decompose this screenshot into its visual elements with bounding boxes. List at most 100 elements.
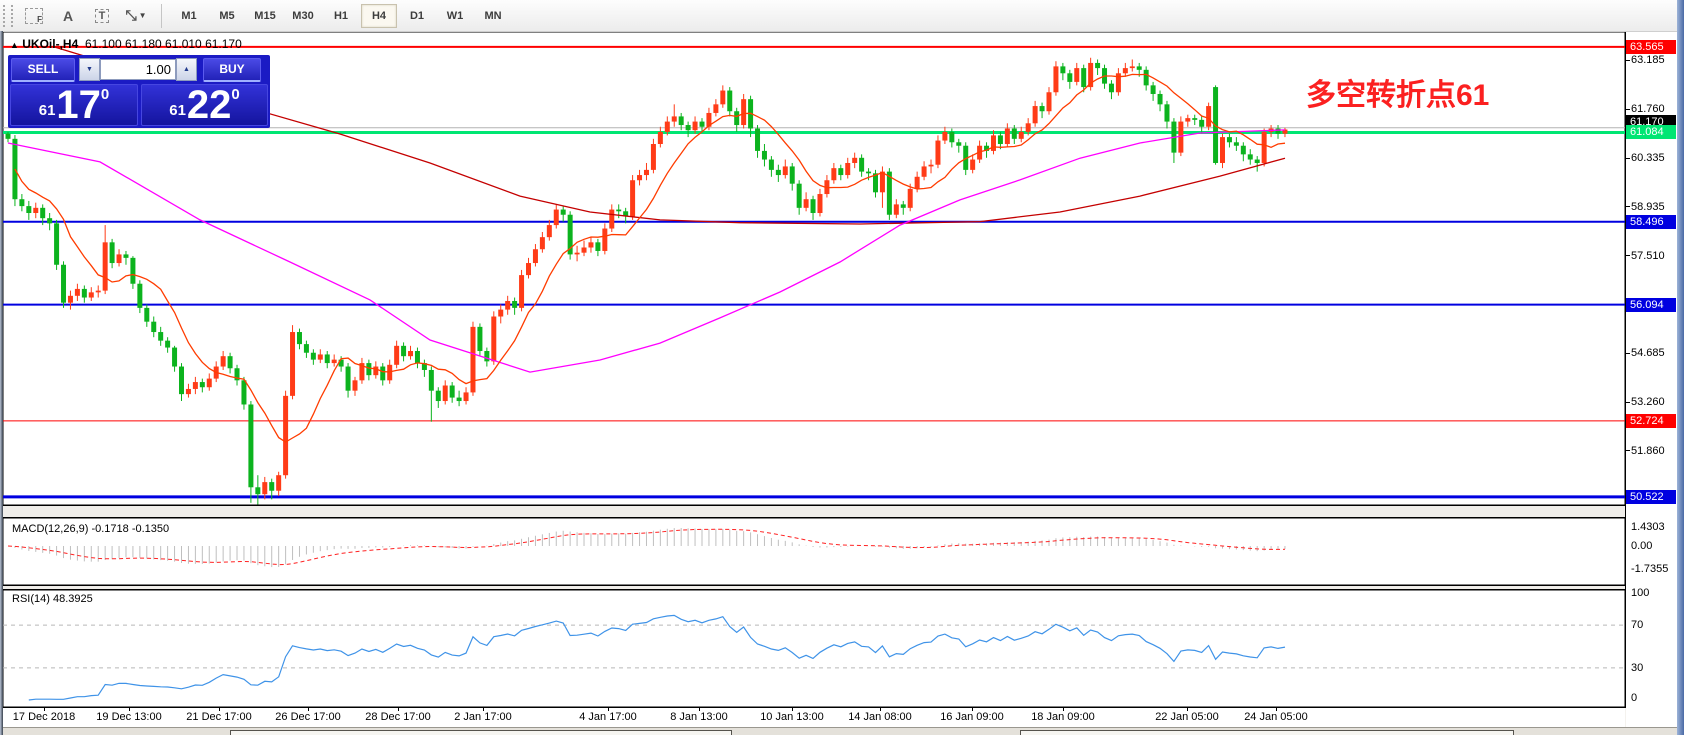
timeframe-button-d1[interactable]: D1 bbox=[409, 9, 425, 22]
price-flag-61.084: 61.084 bbox=[1626, 125, 1676, 140]
price-tick-label: 63.185 bbox=[1631, 54, 1665, 66]
sell-price-point: 0 bbox=[100, 86, 110, 103]
buy-price-pips: 22 bbox=[186, 83, 232, 127]
time-tick bbox=[608, 707, 609, 711]
price-tick bbox=[1626, 450, 1630, 452]
pane-separator[interactable] bbox=[3, 505, 1677, 506]
chart-title: ▲ UKOil-,H4 61.100 61.180 61.010 61.170 bbox=[10, 37, 242, 51]
draw-arrows-icon[interactable]: ⤡ ▼ bbox=[123, 4, 149, 28]
ma-mid-line bbox=[7, 129, 1286, 373]
chevron-down-icon: ▼ bbox=[138, 11, 147, 20]
window-right-edge[interactable] bbox=[1677, 0, 1684, 735]
chart-tab-1[interactable] bbox=[1020, 730, 1514, 735]
pane-separator[interactable] bbox=[3, 585, 1677, 586]
time-tick-label: 4 Jan 17:00 bbox=[579, 711, 637, 723]
toolbar: F A T ⤡ ▼ M1 M5 M15 M30 H1 H4 D1 W1 MN bbox=[0, 0, 1684, 32]
text-box-icon[interactable]: T bbox=[89, 4, 115, 28]
sell-price-display[interactable]: 61 17 0 bbox=[10, 84, 138, 126]
time-tick-label: 24 Jan 05:00 bbox=[1244, 711, 1308, 723]
buy-button[interactable]: BUY bbox=[203, 57, 261, 82]
macd-label: MACD(12,26,9) -0.1718 -0.1350 bbox=[12, 523, 170, 535]
time-tick bbox=[398, 707, 399, 711]
time-tick bbox=[880, 707, 881, 711]
price-flag-50.522: 50.522 bbox=[1626, 489, 1676, 504]
grid-f-glyph: F bbox=[25, 7, 43, 24]
time-tick bbox=[219, 707, 220, 711]
timeframe-button-m1[interactable]: M1 bbox=[181, 9, 197, 22]
rsi-axis-label: 0 bbox=[1631, 692, 1638, 704]
time-tick bbox=[129, 707, 130, 711]
time-tick-label: 21 Dec 17:00 bbox=[186, 711, 252, 723]
macd-signal-line bbox=[7, 528, 1286, 566]
timeframe-button-m30[interactable]: M30 bbox=[292, 9, 314, 22]
timeframe-button-h1[interactable]: H1 bbox=[333, 9, 349, 22]
rsi-axis-label: 30 bbox=[1631, 661, 1644, 674]
rsi-label: RSI(14) 48.3925 bbox=[12, 593, 93, 605]
collapse-arrow-icon[interactable]: ▲ bbox=[10, 40, 19, 50]
rsi-pane[interactable] bbox=[3, 590, 1625, 707]
indicator-grid-f-icon[interactable]: F bbox=[21, 4, 47, 28]
time-tick-label: 10 Jan 13:00 bbox=[760, 711, 824, 723]
timeframe-button-m15[interactable]: M15 bbox=[254, 9, 276, 22]
timeframe-button-h4[interactable]: H4 bbox=[361, 3, 397, 28]
toolbar-grip[interactable] bbox=[3, 4, 13, 27]
price-flag-61.170: 61.170 bbox=[1626, 114, 1676, 129]
macd-axis-label: 0.00 bbox=[1631, 540, 1653, 552]
buy-price-point: 0 bbox=[231, 86, 240, 103]
ohlc-values: 61.100 61.180 61.010 61.170 bbox=[84, 37, 242, 51]
time-tick bbox=[792, 707, 793, 711]
macd-axis-label: -1.7355 bbox=[1631, 563, 1669, 576]
macd-axis-label: 1.4303 bbox=[1631, 520, 1665, 533]
sell-price-pips: 17 bbox=[56, 83, 101, 127]
time-tick-label: 16 Jan 09:00 bbox=[940, 711, 1004, 723]
time-tick bbox=[972, 707, 973, 711]
time-tick bbox=[1063, 707, 1064, 711]
arrows-glyph: ⤡ bbox=[125, 7, 137, 23]
chart-text-annotation: 多空转折点61 bbox=[1306, 79, 1490, 112]
time-tick bbox=[1187, 707, 1188, 711]
sell-button[interactable]: SELL bbox=[11, 57, 75, 82]
price-tick bbox=[1626, 157, 1630, 159]
sell-price-whole: 61 bbox=[38, 102, 56, 119]
chart-bottom-border bbox=[3, 707, 1677, 708]
pane-gap bbox=[3, 506, 1625, 517]
window-left-edge bbox=[0, 31, 3, 735]
time-axis[interactable]: 17 Dec 2018 19 Dec 13:00 21 Dec 17:00 26 De… bbox=[3, 707, 1625, 727]
timeframe-button-m5[interactable]: M5 bbox=[219, 9, 235, 22]
time-tick bbox=[308, 707, 309, 711]
price-tick bbox=[1626, 401, 1630, 403]
price-tick bbox=[1626, 59, 1630, 61]
one-click-trading-panel: SELL ▼ ▲ BUY 61 17 0 61 22 0 bbox=[8, 55, 270, 128]
price-chart[interactable] bbox=[3, 32, 1625, 505]
chart-tab-0[interactable] bbox=[230, 730, 732, 735]
price-tick-label: 60.335 bbox=[1631, 152, 1665, 165]
volume-increase-button[interactable]: ▲ bbox=[176, 58, 197, 81]
rsi-axis-label: 100 bbox=[1631, 587, 1650, 599]
price-tick-label: 51.860 bbox=[1631, 444, 1665, 457]
text-label-icon[interactable]: A bbox=[55, 4, 81, 28]
time-tick-label: 2 Jan 17:00 bbox=[454, 711, 512, 723]
toolbar-separator bbox=[161, 3, 162, 28]
macd-pane[interactable] bbox=[3, 518, 1625, 585]
volume-decrease-button[interactable]: ▼ bbox=[79, 58, 100, 81]
buy-price-display[interactable]: 61 22 0 bbox=[141, 84, 268, 126]
buy-price-whole: 61 bbox=[169, 102, 186, 119]
timeframe-button-mn[interactable]: MN bbox=[484, 9, 502, 22]
price-axis[interactable] bbox=[1626, 32, 1677, 727]
price-tick-label: 57.510 bbox=[1631, 249, 1665, 262]
symbol-period: UKOil-,H4 bbox=[22, 37, 79, 51]
trade-panel-row: SELL ▼ ▲ BUY bbox=[8, 57, 270, 82]
volume-input[interactable] bbox=[100, 59, 176, 80]
price-flag-52.724: 52.724 bbox=[1626, 413, 1676, 428]
time-tick-label: 26 Dec 17:00 bbox=[275, 711, 341, 723]
price-flag-56.094: 56.094 bbox=[1626, 297, 1676, 312]
timeframe-button-w1[interactable]: W1 bbox=[446, 9, 464, 22]
pane-gap bbox=[3, 586, 1625, 589]
time-tick-label: 28 Dec 17:00 bbox=[365, 711, 431, 723]
ma-fast-line bbox=[14, 73, 1286, 443]
timeframe-bar: M1 M5 M15 M30 H1 H4 D1 W1 MN bbox=[170, 3, 512, 28]
price-tick-label: 61.760 bbox=[1631, 103, 1665, 116]
price-tick bbox=[1626, 108, 1630, 110]
t-glyph: T bbox=[94, 8, 110, 23]
